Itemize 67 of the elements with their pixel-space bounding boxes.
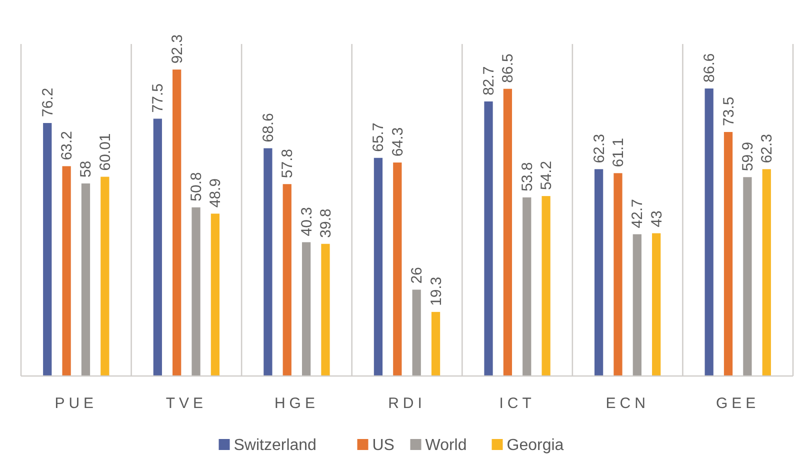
data-label: 40.3 <box>298 207 316 236</box>
data-label: 77.5 <box>150 83 167 113</box>
bar <box>412 290 421 376</box>
bar <box>484 101 493 376</box>
data-label: 57.8 <box>279 148 296 178</box>
bar <box>43 123 52 376</box>
bar <box>542 196 550 376</box>
bar <box>172 70 182 376</box>
x-tick-label: RDI <box>388 395 426 412</box>
data-label: 61.1 <box>610 138 627 168</box>
legend-label: US <box>372 437 394 454</box>
data-label: 50.8 <box>188 172 206 202</box>
bar <box>743 177 752 376</box>
bar <box>704 88 714 376</box>
data-label: 82.7 <box>480 66 498 96</box>
data-label: 68.6 <box>260 113 277 142</box>
data-label: 26 <box>408 266 426 284</box>
bar <box>594 169 604 376</box>
bar <box>264 148 272 376</box>
bar <box>614 173 622 376</box>
bar <box>724 132 733 376</box>
bar <box>62 166 71 376</box>
bar <box>302 242 311 376</box>
data-label: 63.2 <box>58 130 76 160</box>
data-label: 48.9 <box>207 178 224 208</box>
x-tick-label: ICT <box>499 395 536 412</box>
data-label: 64.3 <box>389 127 406 157</box>
bar <box>210 214 220 376</box>
bar <box>393 162 402 376</box>
data-label: 59.9 <box>739 142 756 172</box>
data-label: 60.01 <box>96 133 114 171</box>
data-label: 53.8 <box>518 162 536 192</box>
bar <box>632 234 642 376</box>
data-label: 86.6 <box>701 53 718 82</box>
x-tick-label: PUE <box>54 395 98 412</box>
data-label: 58 <box>78 160 95 178</box>
data-label: 73.5 <box>720 96 738 126</box>
data-label: 54.2 <box>538 160 556 190</box>
x-tick-label: ECN <box>606 395 650 412</box>
data-label: 19.3 <box>428 276 445 306</box>
x-tick-label: TVE <box>166 395 208 412</box>
data-label: 39.8 <box>317 208 334 238</box>
data-label: 76.2 <box>39 88 56 118</box>
bar <box>503 88 512 376</box>
bar <box>431 312 440 376</box>
data-label: 43 <box>648 210 666 228</box>
legend-label: World <box>425 437 467 454</box>
bar <box>282 184 292 376</box>
bar <box>153 118 162 376</box>
bar <box>762 169 771 376</box>
bar <box>81 183 90 376</box>
data-label: 86.5 <box>500 54 517 83</box>
x-tick-label: HGE <box>274 395 319 412</box>
data-label: 42.7 <box>629 199 646 228</box>
data-label: 62.3 <box>590 134 608 164</box>
data-label: 92.3 <box>168 34 186 64</box>
bar <box>100 176 110 376</box>
bar <box>321 244 330 376</box>
data-label: 65.7 <box>370 122 388 152</box>
legend-label: Switzerland <box>234 437 316 454</box>
bar <box>374 158 383 376</box>
data-label: 62.3 <box>758 134 776 164</box>
bar <box>652 233 661 376</box>
bar <box>192 207 200 376</box>
legend-label: Georgia <box>506 437 564 454</box>
bar <box>522 197 532 376</box>
x-tick-label: GEE <box>716 395 760 412</box>
